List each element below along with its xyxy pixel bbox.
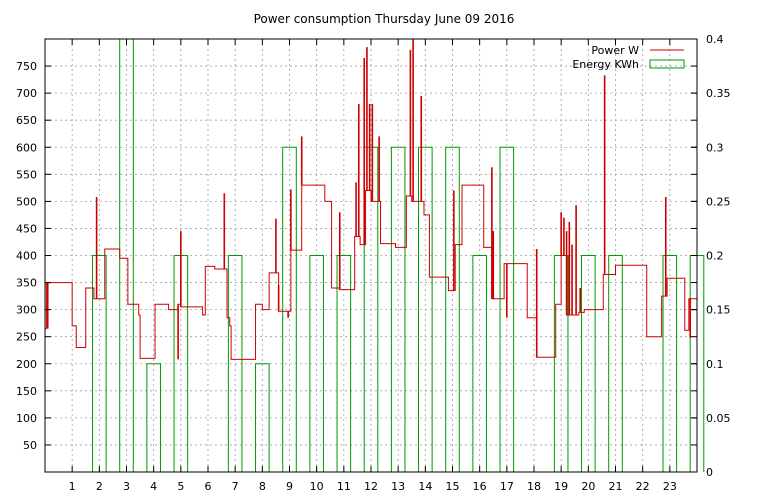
y-tick-label: 750	[16, 60, 37, 73]
y-tick-label: 450	[16, 222, 37, 235]
y2-tick-label: 0.15	[706, 304, 731, 317]
energy-bar	[282, 146, 297, 472]
energy-bar	[418, 146, 433, 472]
energy-bar	[336, 255, 352, 472]
y-tick-label: 350	[16, 277, 37, 290]
y2-tick-label: 0.4	[706, 33, 724, 46]
x-tick-label: 22	[636, 480, 650, 493]
energy-bar	[662, 255, 678, 472]
x-tick-label: 14	[418, 480, 432, 493]
y-tick-label: 650	[16, 114, 37, 127]
legend-label-energy: Energy KWh	[572, 58, 639, 71]
x-tick-label: 17	[500, 480, 514, 493]
y-tick-label: 250	[16, 331, 37, 344]
x-tick-label: 1	[69, 480, 76, 493]
y-tick-label: 550	[16, 168, 37, 181]
x-tick-label: 7	[232, 480, 239, 493]
y2-tick-label: 0.25	[706, 195, 731, 208]
x-tick-label: 12	[364, 480, 378, 493]
y2-tick-label: 0.2	[706, 250, 724, 263]
x-tick-label: 15	[446, 480, 460, 493]
y2-tick-label: 0.3	[706, 141, 724, 154]
y-tick-label: 300	[16, 304, 37, 317]
x-tick-label: 20	[581, 480, 595, 493]
energy-bar	[581, 255, 596, 472]
energy-bar	[255, 363, 270, 472]
legend-swatch-energy	[649, 59, 685, 69]
x-tick-label: 4	[150, 480, 157, 493]
y2-tick-label: 0.05	[706, 412, 731, 425]
x-tick-label: 5	[177, 480, 184, 493]
energy-bar	[390, 146, 406, 472]
x-tick-label: 3	[123, 480, 130, 493]
x-tick-label: 19	[554, 480, 568, 493]
legend-label-power: Power W	[591, 44, 639, 57]
y-tick-label: 600	[16, 141, 37, 154]
energy-bar	[227, 255, 243, 472]
energy-bar	[608, 255, 623, 472]
energy-bar	[92, 255, 107, 472]
energy-bar	[499, 146, 515, 472]
grid	[45, 39, 697, 472]
x-tick-label: 13	[391, 480, 405, 493]
x-tick-label: 16	[473, 480, 487, 493]
axes: 5010015020025030035040045050055060065070…	[16, 33, 731, 493]
y-tick-label: 500	[16, 195, 37, 208]
x-tick-label: 8	[259, 480, 266, 493]
y-tick-label: 100	[16, 412, 37, 425]
y-tick-label: 200	[16, 358, 37, 371]
x-tick-label: 6	[205, 480, 212, 493]
x-tick-label: 23	[663, 480, 677, 493]
y-tick-label: 700	[16, 87, 37, 100]
energy-bar	[472, 255, 487, 472]
x-tick-label: 11	[337, 480, 351, 493]
x-tick-label: 21	[609, 480, 623, 493]
y2-tick-label: 0	[706, 466, 713, 479]
energy-bar	[309, 255, 324, 472]
y-tick-label: 50	[23, 439, 37, 452]
x-tick-label: 10	[310, 480, 324, 493]
power-series	[45, 39, 697, 360]
energy-bar	[445, 146, 460, 472]
energy-bar	[146, 363, 161, 472]
x-tick-label: 18	[527, 480, 541, 493]
y2-tick-label: 0.35	[706, 87, 731, 100]
y-tick-label: 150	[16, 385, 37, 398]
chart-title: Power consumption Thursday June 09 2016	[254, 12, 515, 26]
y2-tick-label: 0.1	[706, 358, 724, 371]
x-tick-label: 9	[286, 480, 293, 493]
x-tick-label: 2	[96, 480, 103, 493]
energy-bar	[363, 146, 379, 472]
power-line	[45, 184, 697, 360]
y-tick-label: 400	[16, 250, 37, 263]
